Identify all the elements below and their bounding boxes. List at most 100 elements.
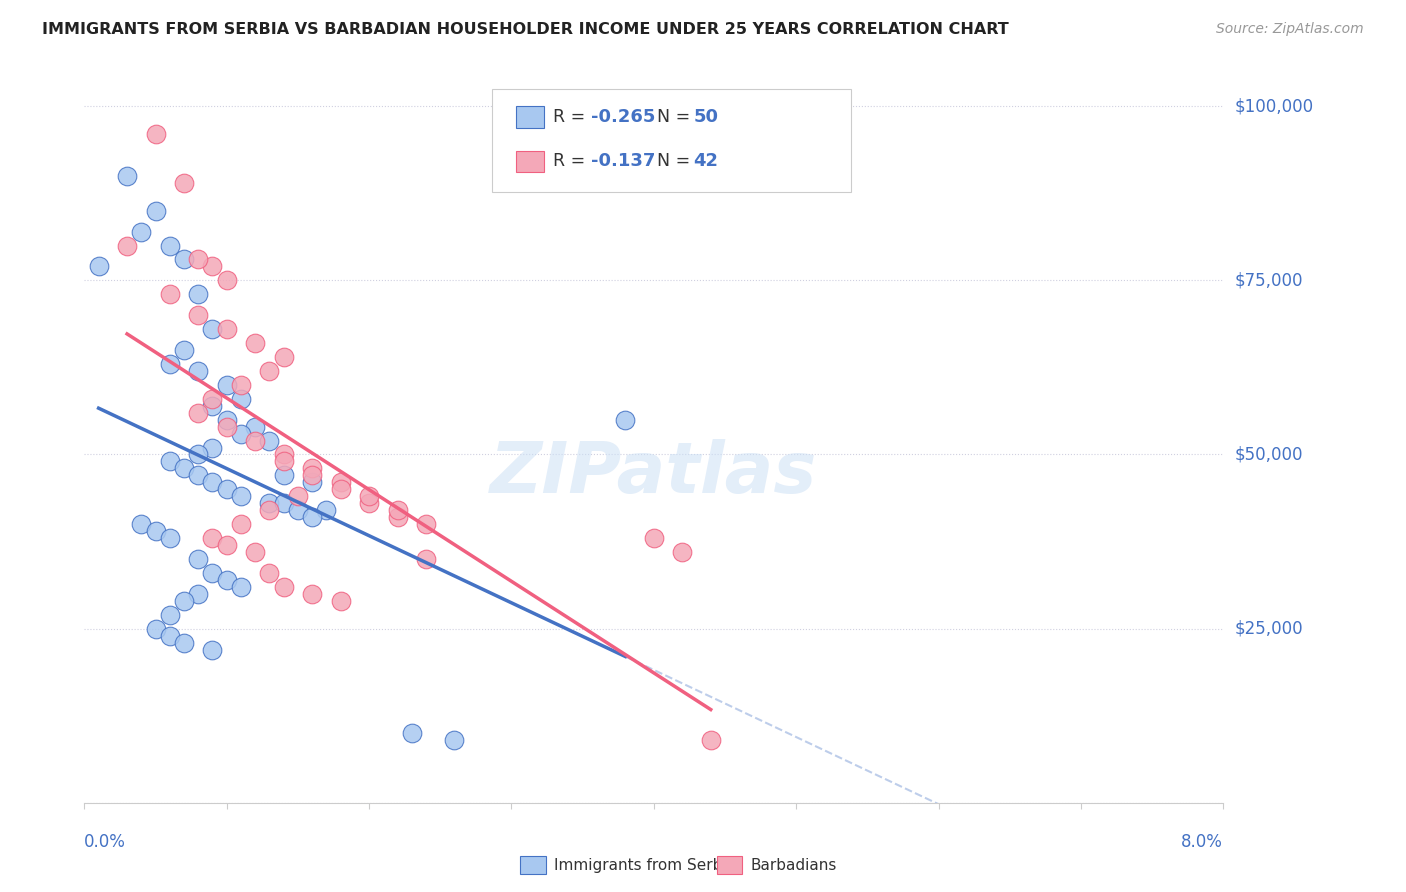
- Point: [229, 580, 252, 594]
- Point: [201, 392, 224, 406]
- Point: [145, 622, 167, 636]
- Point: [187, 252, 209, 267]
- Point: [159, 607, 181, 622]
- Point: [229, 426, 252, 441]
- Point: [643, 531, 665, 545]
- Point: [173, 252, 195, 267]
- Point: [700, 733, 723, 747]
- Point: [273, 448, 295, 462]
- Point: [201, 322, 224, 336]
- Point: [201, 475, 224, 490]
- Point: [187, 308, 209, 322]
- Point: [115, 238, 138, 252]
- Point: [273, 580, 295, 594]
- Text: N =: N =: [657, 153, 696, 170]
- Point: [173, 343, 195, 357]
- Text: IMMIGRANTS FROM SERBIA VS BARBADIAN HOUSEHOLDER INCOME UNDER 25 YEARS CORRELATIO: IMMIGRANTS FROM SERBIA VS BARBADIAN HOUS…: [42, 22, 1010, 37]
- Point: [614, 412, 637, 426]
- Point: [159, 238, 181, 252]
- Point: [187, 552, 209, 566]
- Point: [259, 496, 281, 510]
- Point: [131, 225, 153, 239]
- Text: 50: 50: [693, 108, 718, 126]
- Point: [387, 503, 409, 517]
- Text: $50,000: $50,000: [1234, 445, 1303, 464]
- Text: ZIPatlas: ZIPatlas: [491, 439, 817, 508]
- Text: -0.137: -0.137: [591, 153, 655, 170]
- Text: 0.0%: 0.0%: [84, 833, 127, 851]
- Text: N =: N =: [657, 108, 696, 126]
- Point: [215, 538, 238, 552]
- Point: [273, 468, 295, 483]
- Point: [329, 483, 352, 497]
- Text: R =: R =: [553, 153, 591, 170]
- Text: Barbadians: Barbadians: [751, 858, 837, 872]
- Point: [201, 566, 224, 580]
- Point: [273, 496, 295, 510]
- Point: [215, 377, 238, 392]
- Point: [329, 475, 352, 490]
- Point: [359, 496, 381, 510]
- Point: [301, 475, 323, 490]
- Point: [329, 594, 352, 608]
- Point: [115, 169, 138, 183]
- Point: [145, 203, 167, 218]
- Point: [173, 594, 195, 608]
- Point: [145, 127, 167, 141]
- Point: [259, 566, 281, 580]
- Point: [131, 517, 153, 532]
- Point: [415, 517, 437, 532]
- Point: [415, 552, 437, 566]
- Point: [173, 176, 195, 190]
- Point: [201, 531, 224, 545]
- Point: [145, 524, 167, 538]
- Point: [173, 635, 195, 649]
- Point: [201, 399, 224, 413]
- Text: Immigrants from Serbia: Immigrants from Serbia: [554, 858, 735, 872]
- Point: [159, 454, 181, 468]
- Point: [315, 503, 337, 517]
- Point: [359, 489, 381, 503]
- Text: 8.0%: 8.0%: [1181, 833, 1223, 851]
- Point: [401, 726, 423, 740]
- Point: [159, 629, 181, 643]
- Point: [215, 573, 238, 587]
- Point: [259, 503, 281, 517]
- Point: [245, 419, 267, 434]
- Point: [287, 503, 309, 517]
- Point: [301, 461, 323, 475]
- Point: [201, 260, 224, 274]
- Text: $100,000: $100,000: [1234, 97, 1313, 115]
- Point: [187, 364, 209, 378]
- Point: [201, 441, 224, 455]
- Point: [301, 468, 323, 483]
- Point: [159, 357, 181, 371]
- Point: [245, 434, 267, 448]
- Point: [187, 587, 209, 601]
- Point: [245, 336, 267, 351]
- Text: Source: ZipAtlas.com: Source: ZipAtlas.com: [1216, 22, 1364, 37]
- Point: [187, 406, 209, 420]
- Point: [215, 322, 238, 336]
- Point: [387, 510, 409, 524]
- Text: 42: 42: [693, 153, 718, 170]
- Point: [259, 364, 281, 378]
- Point: [159, 287, 181, 301]
- Point: [215, 483, 238, 497]
- Text: $75,000: $75,000: [1234, 271, 1303, 289]
- Point: [229, 517, 252, 532]
- Point: [273, 454, 295, 468]
- Point: [229, 489, 252, 503]
- Text: $25,000: $25,000: [1234, 620, 1303, 638]
- Point: [187, 287, 209, 301]
- Point: [287, 489, 309, 503]
- Point: [259, 434, 281, 448]
- Point: [443, 733, 465, 747]
- Point: [187, 448, 209, 462]
- Text: -0.265: -0.265: [591, 108, 655, 126]
- Point: [229, 392, 252, 406]
- Point: [301, 587, 323, 601]
- Point: [229, 377, 252, 392]
- Point: [87, 260, 110, 274]
- Point: [187, 468, 209, 483]
